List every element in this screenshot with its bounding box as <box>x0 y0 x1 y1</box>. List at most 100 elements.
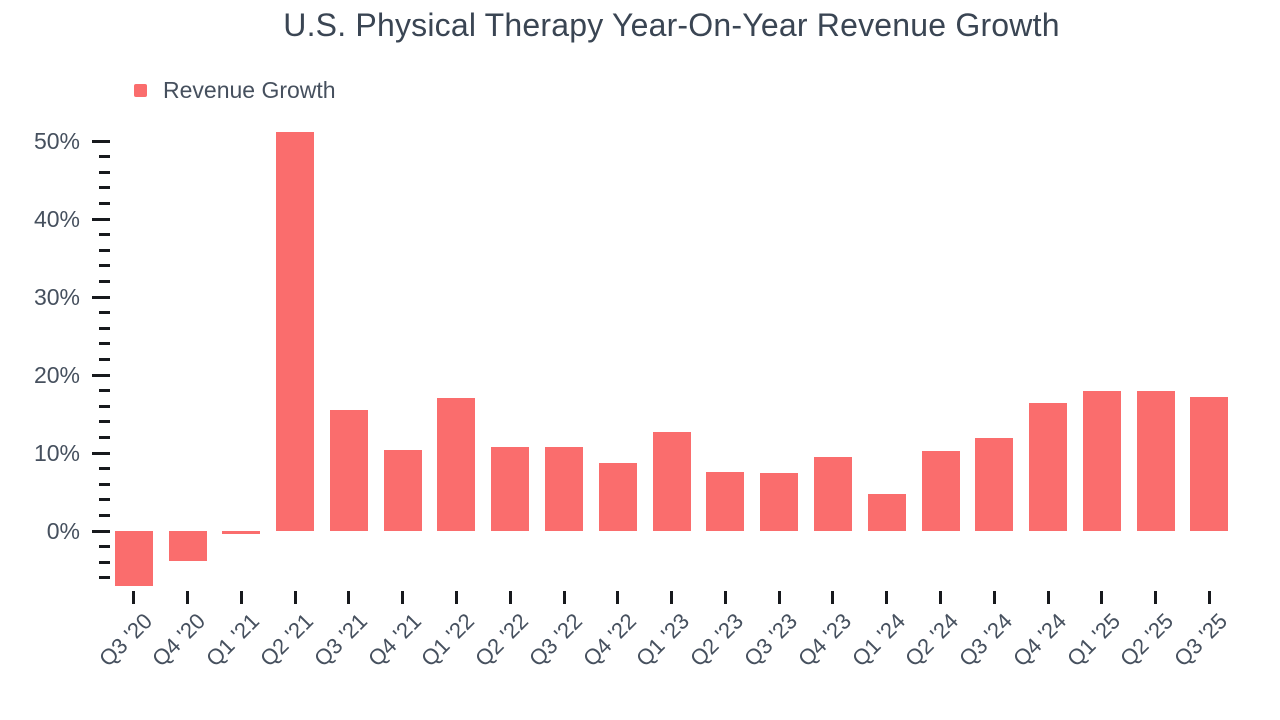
y-axis-minor-tick <box>99 576 110 580</box>
x-axis-tick <box>508 591 512 604</box>
bar-q3-23 <box>760 472 799 531</box>
legend: Revenue Growth <box>134 78 336 102</box>
x-axis-tick <box>132 591 136 604</box>
bar-q3-25 <box>1190 396 1229 531</box>
x-axis-label: Q1 '24 <box>846 608 910 672</box>
legend-swatch-icon <box>134 83 147 97</box>
bar-q2-25 <box>1136 390 1175 531</box>
x-axis-label: Q4 '23 <box>792 608 856 672</box>
x-axis-label: Q3 '23 <box>739 608 803 672</box>
x-axis-label: Q1 '23 <box>631 608 695 672</box>
y-axis-minor-tick <box>99 513 110 517</box>
bar-q1-23 <box>652 431 691 531</box>
x-axis-tick <box>401 591 405 604</box>
x-axis-tick <box>992 591 996 604</box>
x-axis-label: Q1 '21 <box>201 608 265 672</box>
chart-title: U.S. Physical Therapy Year-On-Year Reven… <box>283 7 1060 43</box>
y-axis-label: 0% <box>46 518 80 544</box>
y-axis-major-tick <box>92 451 110 455</box>
x-axis-tick <box>670 591 674 604</box>
legend-label: Revenue Growth <box>163 76 336 103</box>
y-axis-minor-tick <box>99 357 110 361</box>
y-axis-minor-tick <box>99 342 110 346</box>
y-axis-minor-tick <box>99 233 110 237</box>
bar-q4-21 <box>383 449 422 531</box>
bar-q3-20 <box>114 531 153 587</box>
y-axis-minor-tick <box>99 186 110 190</box>
x-axis-tick <box>562 591 566 604</box>
x-axis-label: Q4 '20 <box>147 608 211 672</box>
x-axis-tick <box>723 591 727 604</box>
y-axis-major-tick <box>92 217 110 221</box>
y-axis-label: 30% <box>33 284 80 310</box>
y-axis-minor-tick <box>99 560 110 564</box>
x-axis-label: Q1 '25 <box>1061 608 1125 672</box>
y-axis-major-tick <box>92 139 110 143</box>
x-axis-label: Q1 '22 <box>416 608 480 672</box>
x-axis-tick <box>186 591 190 604</box>
y-axis-minor-tick <box>99 155 110 159</box>
bar-q1-24 <box>867 494 906 531</box>
x-axis-label: Q3 '20 <box>93 608 157 672</box>
y-axis-major-tick <box>92 373 110 377</box>
y-axis-minor-tick <box>99 248 110 252</box>
bar-q4-24 <box>1029 403 1068 531</box>
x-axis-label: Q3 '25 <box>1169 608 1233 672</box>
y-axis-minor-tick <box>99 279 110 283</box>
bar-q1-21 <box>222 531 261 535</box>
x-axis-tick <box>454 591 458 604</box>
y-axis-minor-tick <box>99 170 110 174</box>
y-axis-minor-tick <box>99 482 110 486</box>
x-axis-label: Q3 '24 <box>954 608 1018 672</box>
y-axis-minor-tick <box>99 201 110 205</box>
x-axis-tick <box>1100 591 1104 604</box>
x-axis-label: Q3 '22 <box>523 608 588 672</box>
bar-q3-24 <box>975 438 1014 531</box>
x-axis-tick <box>239 591 243 604</box>
x-axis-label: Q4 '21 <box>362 608 426 672</box>
x-axis-tick <box>1046 591 1050 604</box>
x-axis-label: Q4 '24 <box>1007 608 1072 672</box>
y-axis-minor-tick <box>99 404 110 408</box>
bar-q4-22 <box>598 463 637 531</box>
y-axis-minor-tick <box>99 326 110 330</box>
bar-q2-22 <box>491 446 530 531</box>
y-axis-major-tick <box>92 295 110 299</box>
y-axis-label: 20% <box>33 362 80 388</box>
bar-q1-25 <box>1082 390 1121 531</box>
x-axis-tick <box>1207 591 1211 604</box>
y-axis-minor-tick <box>99 311 110 315</box>
bar-q3-22 <box>545 446 584 531</box>
x-axis-label: Q2 '24 <box>900 608 964 672</box>
x-axis-label: Q2 '23 <box>685 608 749 672</box>
x-axis-label: Q2 '21 <box>255 608 319 672</box>
x-axis-label: Q2 '25 <box>1115 608 1179 672</box>
bar-q3-21 <box>329 410 368 531</box>
bar-q2-24 <box>921 451 960 531</box>
y-axis-minor-tick <box>99 467 110 471</box>
x-axis-label: Q2 '22 <box>470 608 534 672</box>
y-axis-minor-tick <box>99 420 110 424</box>
x-axis-tick <box>831 591 835 604</box>
y-axis-minor-tick <box>99 545 110 549</box>
x-axis-tick <box>347 591 351 604</box>
x-axis-tick <box>885 591 889 604</box>
y-axis-label: 40% <box>33 206 80 232</box>
bar-q2-23 <box>706 471 745 531</box>
y-axis-minor-tick <box>99 435 110 439</box>
y-axis-minor-tick <box>99 264 110 268</box>
x-axis-tick <box>1154 591 1158 604</box>
bar-q4-20 <box>168 531 207 562</box>
bar-q2-21 <box>276 132 315 531</box>
y-axis-label: 50% <box>33 128 80 154</box>
bar-q1-22 <box>437 397 476 531</box>
y-axis-minor-tick <box>99 389 110 393</box>
y-axis-label: 10% <box>33 440 80 466</box>
x-axis-label: Q4 '22 <box>577 608 641 672</box>
y-axis-major-tick <box>92 529 110 533</box>
x-axis-tick <box>939 591 942 604</box>
y-axis-minor-tick <box>99 498 110 502</box>
x-axis-tick <box>616 591 620 604</box>
